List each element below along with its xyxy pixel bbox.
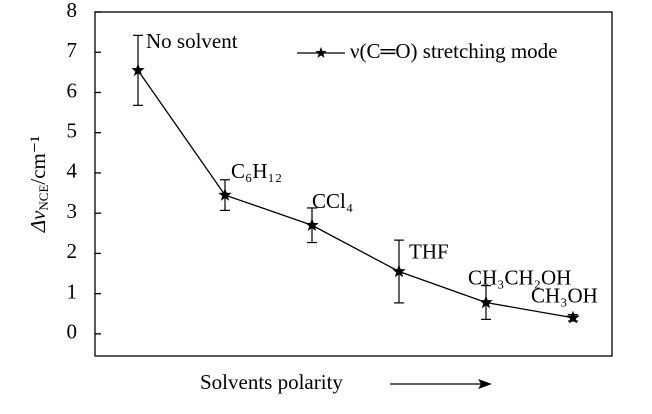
y-tick-label: 6	[67, 78, 78, 102]
y-tick-label: 8	[67, 0, 78, 22]
y-axis-label: ΔνNCE/cm⁻¹	[26, 136, 51, 234]
y-tick-label: 0	[67, 320, 78, 344]
point-marker	[305, 218, 319, 231]
data-line	[137, 69, 574, 319]
y-label-symbol: Δν	[26, 210, 50, 233]
y-label-unit: /cm⁻¹	[26, 136, 50, 185]
x-axis-label: Solvents polarity	[200, 370, 343, 394]
y-tick-label: 2	[67, 239, 78, 263]
point-annotation: THF	[409, 239, 449, 263]
y-tick-label: 4	[67, 159, 78, 183]
point-annotation: C₆H₁₂	[231, 159, 282, 183]
y-label-subscript: NCE	[36, 185, 51, 211]
point-annotation: CH₃CH₂OH	[468, 265, 571, 289]
plot-frame	[94, 11, 613, 357]
point-annotation: CH₃OH	[531, 284, 598, 308]
point-marker	[392, 264, 406, 278]
point-annotation: CCl₄	[312, 189, 353, 213]
y-tick-label: 3	[67, 199, 78, 223]
point-marker	[566, 310, 580, 324]
x-arrow	[390, 379, 492, 389]
point-marker	[218, 188, 232, 201]
y-tick-label: 5	[67, 119, 78, 143]
point-annotation: No solvent	[146, 29, 238, 53]
y-tick-label: 7	[67, 38, 78, 62]
legend-label: ν(C═O) stretching mode	[350, 39, 558, 63]
point-marker	[479, 295, 493, 309]
legend-marker	[315, 47, 327, 58]
point-marker	[131, 63, 145, 76]
y-tick-label: 1	[67, 279, 78, 303]
